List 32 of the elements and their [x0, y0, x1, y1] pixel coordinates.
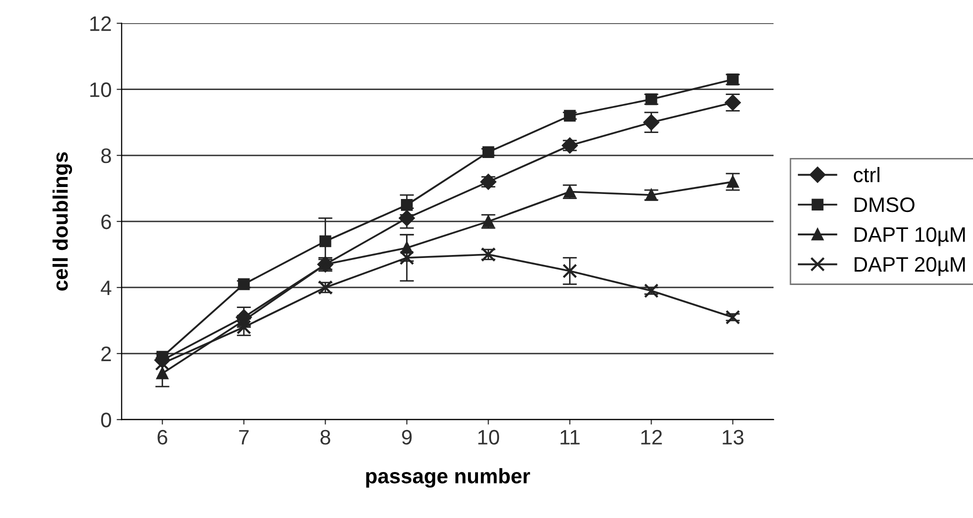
point: [562, 264, 578, 278]
y-tick-label: 4: [100, 280, 112, 296]
x-tick-label: 7: [239, 430, 249, 444]
point: [400, 250, 414, 266]
y-axis-title: cell doublings: [52, 152, 72, 291]
point: [644, 283, 659, 298]
x-tick-label: 12: [641, 430, 662, 444]
x-tick-label: 11: [560, 430, 580, 444]
point: [725, 310, 740, 325]
point: [238, 278, 250, 290]
legend-label: DAPT 10µM: [854, 227, 965, 246]
x-axis-title: passage number: [366, 468, 530, 488]
point: [155, 356, 170, 371]
legend-label: DAPT 20µM: [854, 257, 965, 276]
y-tick-label: 10: [90, 82, 112, 98]
legend-label: ctrl: [854, 166, 880, 182]
y-tick-label: 6: [101, 214, 111, 230]
point: [400, 242, 413, 254]
y-tick-label: 12: [90, 16, 111, 31]
point: [319, 235, 332, 248]
y-tick-label: 0: [101, 412, 112, 428]
x-tick-label: 8: [320, 430, 330, 445]
point: [726, 176, 739, 188]
y-tick-label: 2: [101, 346, 111, 362]
legend-label: DMSO: [854, 197, 914, 212]
point: [156, 367, 168, 380]
x-tick-label: 9: [402, 430, 412, 445]
y-tick-label: 8: [101, 148, 111, 164]
x-tick-label: 13: [722, 430, 744, 445]
x-tick-label: 6: [158, 430, 168, 445]
point: [400, 199, 413, 211]
x-tick-label: 10: [478, 430, 500, 445]
